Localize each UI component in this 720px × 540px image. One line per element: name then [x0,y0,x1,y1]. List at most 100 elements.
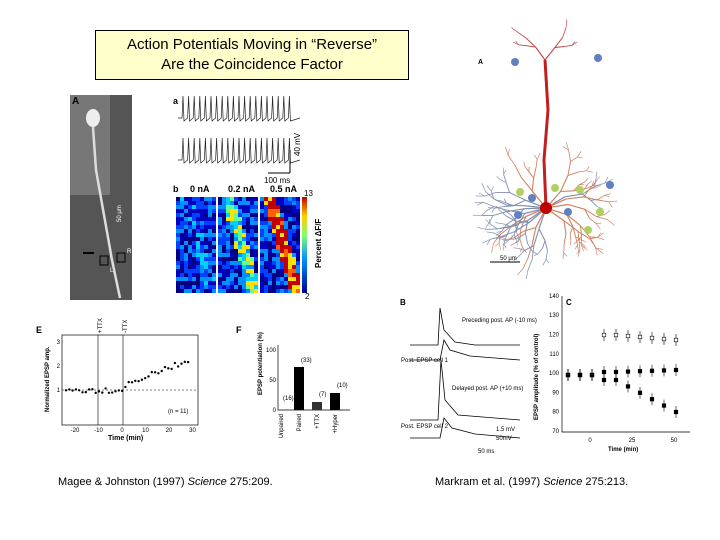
heat-cell [234,209,238,213]
heat-cell [234,217,238,221]
heat-cell [284,245,288,249]
heat-cell [268,265,272,269]
neurite [494,206,504,209]
heat-cell [212,233,216,237]
trace-label: Preceding post. AP (-10 ms) [462,318,537,324]
heat-cell [268,225,272,229]
point [68,388,71,391]
heat-cell [246,269,250,273]
heat-cell [242,237,246,241]
neurite [481,183,486,192]
heat-cell [208,269,212,273]
heat-cell [226,285,230,289]
neuron-drawing [472,19,618,280]
neurite [560,175,569,192]
point [589,372,595,378]
trace-label: Delayed post. AP (+10 ms) [452,386,523,392]
heat-cell [250,289,254,293]
neurite [570,156,578,163]
heat-cell [176,233,180,237]
neurite [501,236,507,241]
trace [410,359,521,421]
heat-cell [242,257,246,261]
heat-cell [242,233,246,237]
point [124,385,127,389]
neurite [594,182,606,188]
heat-cell [234,265,238,269]
heat-cell [288,289,292,293]
heat-cell [292,225,296,229]
heat-cell [292,269,296,273]
y-tick-label: 100 [549,371,560,377]
heat-cell [196,285,200,289]
heat-cell [208,213,212,217]
neurite [511,27,519,33]
heat-cell [264,229,268,233]
heat-cell [180,253,184,257]
heat-cell [284,237,288,241]
neurite [564,193,583,198]
heat-cell [222,265,226,269]
dendrite [91,126,122,299]
heat-cell [276,201,280,205]
heat-cell [268,197,272,201]
heat-cell [292,249,296,253]
heat-cell [284,197,288,201]
neurite [486,185,492,192]
neurite [524,245,535,251]
heat-cell [212,277,216,281]
heat-cell [284,201,288,205]
annotation: +TTX [98,318,104,333]
heat-cell [280,221,284,225]
neurite [485,219,491,225]
neurite [501,231,515,238]
heat-cell [196,237,200,241]
neurite [507,155,515,165]
neurite [517,268,524,276]
heat-cell [280,277,284,281]
neuron-panel [478,52,634,274]
heat-cell [264,285,268,289]
x-tick-label: 30 [189,428,196,434]
heat-cell [226,197,230,201]
heat-cell [296,289,300,293]
neurite [577,150,582,158]
heat-cell [184,249,188,253]
point [625,384,631,389]
heat-cell [226,217,230,221]
heat-cell [260,253,264,257]
heat-cell [260,221,264,225]
point [127,380,130,384]
heat-cell [284,265,288,269]
heat-cell [226,209,230,213]
y-tick-label: 50 [269,378,276,384]
heat-cell [268,289,272,293]
neurite [590,200,598,207]
heat-cell [284,285,288,289]
heat-cell [254,265,258,269]
c-ticks: 70 80 90 100 110 120 130 140 0 25 50 [549,294,678,444]
neurite [597,237,605,241]
trace-label: Post. EPSP cell 1 [401,358,449,364]
heat-cell [288,225,292,229]
heat-cell [184,229,188,233]
citation-authors: Markram et al. (1997) [435,476,544,488]
point [74,388,78,391]
point [91,387,94,391]
heat-cell [272,201,276,205]
heat-cell [196,229,200,233]
neurite [522,258,529,269]
neurite [567,161,571,176]
heat-cell [212,201,216,205]
heat-cell [292,273,296,277]
heat-cell [276,277,280,281]
heat-cell [208,245,212,249]
heat-cell [242,209,246,213]
heat-cell [204,217,208,221]
heat-cell [268,241,272,245]
heat-cell [230,233,234,237]
neurite [517,31,527,39]
x-axis-label: Time (min) [108,435,143,442]
